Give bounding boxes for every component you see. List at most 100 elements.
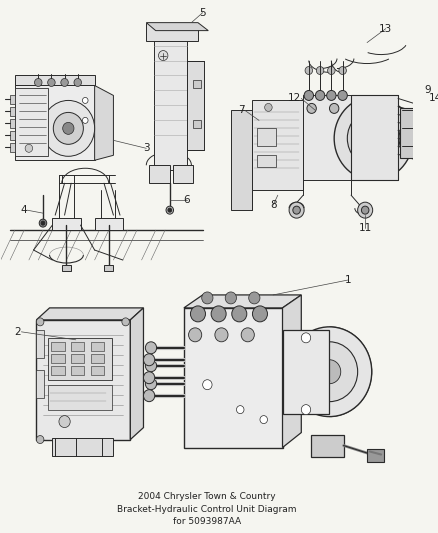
Bar: [149, 165, 170, 183]
Circle shape: [304, 91, 313, 100]
Circle shape: [143, 372, 155, 384]
Bar: [153, 30, 186, 170]
Circle shape: [248, 292, 259, 304]
Text: 9: 9: [424, 85, 431, 95]
Circle shape: [225, 292, 236, 304]
Circle shape: [240, 328, 254, 342]
Circle shape: [122, 318, 129, 326]
Circle shape: [259, 416, 267, 424]
Text: 8: 8: [269, 200, 276, 210]
Bar: [52, 218, 80, 230]
Bar: [282, 330, 329, 414]
Bar: [10, 131, 21, 140]
Circle shape: [190, 306, 205, 322]
Text: 13: 13: [378, 23, 392, 34]
Circle shape: [42, 100, 95, 156]
Circle shape: [357, 202, 372, 218]
Text: 12: 12: [287, 93, 300, 103]
Bar: [52, 438, 113, 456]
Bar: [10, 143, 21, 152]
Polygon shape: [36, 308, 143, 320]
Circle shape: [318, 360, 340, 384]
Circle shape: [289, 202, 304, 218]
Circle shape: [338, 67, 346, 75]
Bar: [36, 320, 130, 440]
Bar: [51, 366, 64, 375]
Bar: [91, 342, 104, 351]
Circle shape: [346, 110, 399, 166]
Bar: [230, 110, 251, 210]
Circle shape: [333, 96, 412, 180]
Bar: [48, 385, 111, 410]
Text: 2004 Chrysler Town & Country
Bracket-Hydraulic Control Unit Diagram
for 5093987A: 2004 Chrysler Town & Country Bracket-Hyd…: [117, 492, 296, 527]
Bar: [36, 370, 44, 398]
Circle shape: [53, 112, 83, 144]
Circle shape: [337, 91, 346, 100]
Circle shape: [286, 327, 371, 417]
Polygon shape: [184, 295, 300, 308]
Circle shape: [143, 390, 155, 402]
Bar: [10, 119, 21, 128]
Text: 1: 1: [344, 275, 351, 285]
Bar: [303, 95, 351, 180]
Circle shape: [59, 416, 70, 427]
Polygon shape: [15, 76, 95, 85]
Circle shape: [327, 67, 334, 75]
Bar: [51, 342, 64, 351]
Circle shape: [61, 78, 68, 86]
Text: 14: 14: [428, 93, 438, 103]
Circle shape: [252, 306, 267, 322]
Circle shape: [35, 78, 42, 86]
Polygon shape: [130, 308, 143, 440]
Circle shape: [236, 406, 244, 414]
Circle shape: [145, 342, 156, 354]
Bar: [91, 366, 104, 375]
Polygon shape: [95, 85, 113, 160]
Text: 4: 4: [20, 205, 27, 215]
Bar: [48, 338, 111, 379]
Circle shape: [188, 328, 201, 342]
Text: 3: 3: [143, 143, 149, 154]
Bar: [62, 265, 71, 271]
Bar: [257, 155, 276, 167]
Text: 6: 6: [183, 195, 190, 205]
Polygon shape: [146, 22, 208, 30]
Bar: [10, 108, 21, 116]
Bar: [104, 265, 113, 271]
Circle shape: [167, 208, 171, 212]
Circle shape: [360, 206, 368, 214]
Bar: [71, 354, 84, 363]
Bar: [193, 120, 200, 128]
Circle shape: [300, 342, 357, 402]
Circle shape: [74, 78, 81, 86]
Text: 7: 7: [238, 106, 244, 116]
Bar: [15, 85, 95, 160]
Bar: [366, 449, 383, 463]
Bar: [146, 22, 198, 41]
Bar: [15, 88, 48, 156]
Bar: [350, 95, 397, 180]
Polygon shape: [282, 295, 300, 448]
Circle shape: [201, 292, 212, 304]
Circle shape: [314, 91, 324, 100]
Circle shape: [36, 318, 44, 326]
Bar: [257, 128, 276, 147]
Circle shape: [202, 379, 212, 390]
Circle shape: [264, 103, 272, 111]
Circle shape: [300, 333, 310, 343]
Bar: [193, 80, 200, 88]
Circle shape: [145, 378, 156, 390]
Circle shape: [304, 67, 312, 75]
Bar: [251, 100, 303, 190]
Text: 5: 5: [199, 7, 205, 18]
Bar: [10, 95, 21, 104]
Bar: [51, 354, 64, 363]
Circle shape: [36, 435, 44, 443]
Circle shape: [41, 221, 45, 225]
Circle shape: [82, 98, 88, 103]
Circle shape: [231, 306, 246, 322]
Bar: [36, 330, 44, 358]
Circle shape: [300, 405, 310, 415]
Text: 2: 2: [15, 327, 21, 337]
Bar: [310, 434, 343, 456]
